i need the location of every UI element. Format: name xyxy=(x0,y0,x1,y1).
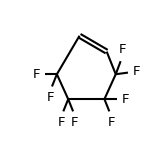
Text: F: F xyxy=(107,116,115,129)
Text: F: F xyxy=(32,68,40,81)
Text: F: F xyxy=(121,93,129,106)
Text: F: F xyxy=(46,91,54,104)
Text: F: F xyxy=(58,116,65,129)
Text: F: F xyxy=(71,116,79,129)
Text: F: F xyxy=(119,43,126,56)
Text: F: F xyxy=(133,65,140,78)
